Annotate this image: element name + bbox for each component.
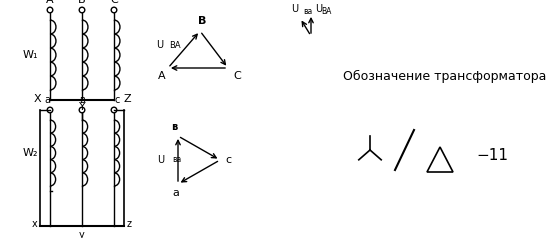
Text: y: y (79, 230, 85, 238)
Text: c: c (225, 155, 231, 165)
Text: B: B (198, 16, 206, 26)
Text: B: B (78, 0, 86, 5)
Text: в: в (79, 95, 85, 105)
Text: Z: Z (123, 94, 131, 104)
Text: U: U (157, 155, 164, 165)
Text: a: a (173, 188, 179, 198)
Text: W₂: W₂ (22, 148, 38, 158)
Text: U: U (156, 40, 163, 50)
Text: ва: ва (303, 7, 312, 16)
Text: A: A (46, 0, 54, 5)
Text: Y: Y (79, 102, 85, 112)
Text: в: в (171, 122, 177, 132)
Text: C: C (233, 71, 241, 81)
Text: X: X (34, 94, 41, 104)
Text: a: a (44, 95, 50, 105)
Text: U: U (291, 4, 298, 14)
Text: U: U (315, 4, 322, 14)
Text: c: c (114, 95, 120, 105)
Text: −11: −11 (476, 149, 508, 164)
Text: x: x (31, 219, 37, 229)
Text: BA: BA (321, 7, 331, 16)
Text: z: z (127, 219, 132, 229)
Text: ва: ва (172, 154, 182, 164)
Text: BA: BA (169, 41, 180, 50)
Text: A: A (158, 71, 166, 81)
Text: W₁: W₁ (22, 50, 38, 60)
Text: Обозначение трансформатора: Обозначение трансформатора (343, 69, 547, 83)
Text: C: C (110, 0, 118, 5)
